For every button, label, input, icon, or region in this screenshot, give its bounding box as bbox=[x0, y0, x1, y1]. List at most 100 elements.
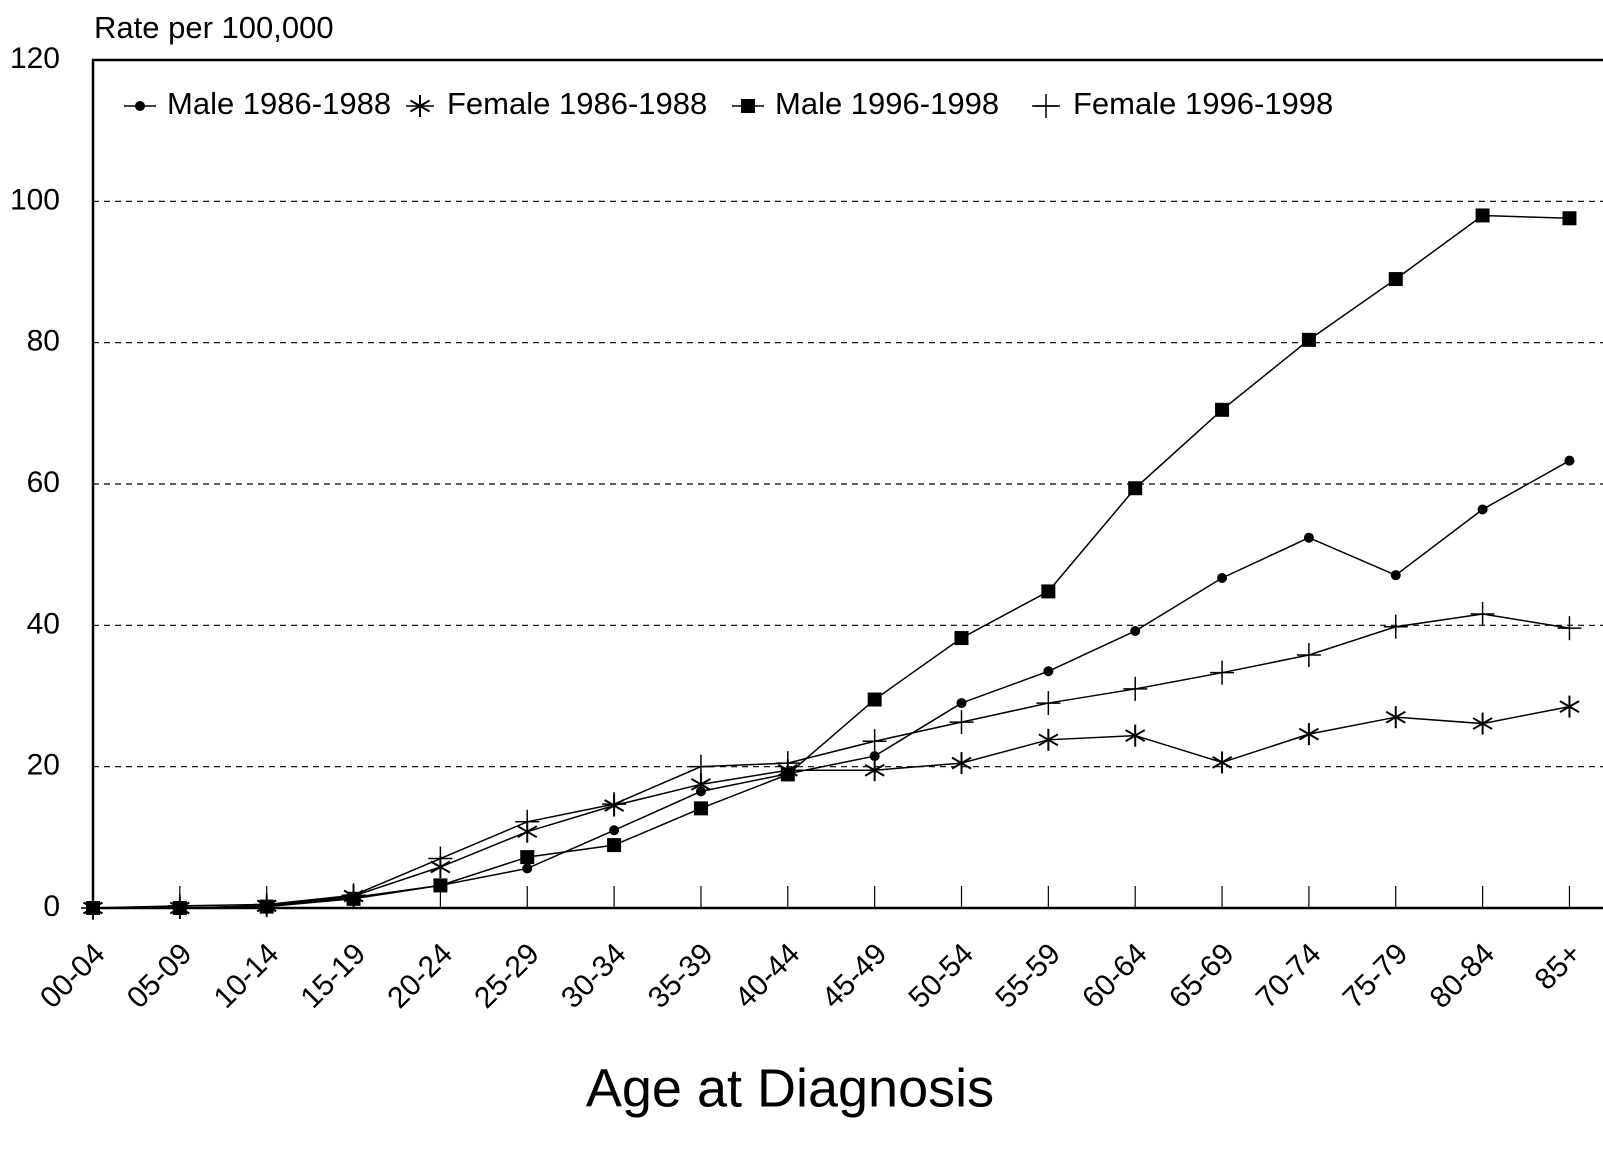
series-line bbox=[93, 460, 1570, 909]
marker-arm bbox=[864, 763, 885, 777]
marker bbox=[1390, 570, 1401, 581]
x-tick-label: 05-09 bbox=[121, 937, 199, 1015]
y-tick-label: 80 bbox=[27, 325, 60, 358]
series-line bbox=[93, 214, 1570, 909]
marker-dot bbox=[1564, 455, 1575, 466]
marker bbox=[81, 896, 105, 920]
marker bbox=[1383, 614, 1408, 639]
x-tick-label: 45-49 bbox=[816, 937, 894, 1015]
marker bbox=[688, 754, 713, 779]
marker-square bbox=[954, 631, 969, 646]
legend-label: Male 1996-1998 bbox=[775, 86, 999, 121]
y-tick-label: 120 bbox=[10, 42, 60, 75]
marker bbox=[607, 838, 622, 853]
marker bbox=[1210, 660, 1235, 685]
legend-label: Female 1996-1998 bbox=[1073, 86, 1333, 121]
marker-dot bbox=[956, 698, 967, 709]
marker-arm bbox=[690, 777, 711, 791]
marker bbox=[1477, 504, 1488, 515]
marker bbox=[1215, 402, 1230, 417]
marker bbox=[951, 752, 972, 775]
marker-dot bbox=[1303, 532, 1314, 543]
marker bbox=[867, 692, 882, 707]
marker bbox=[428, 846, 453, 871]
marker bbox=[520, 850, 535, 865]
marker-arm bbox=[409, 99, 431, 113]
marker bbox=[135, 101, 145, 111]
marker-square bbox=[741, 99, 755, 113]
marker-square bbox=[1301, 332, 1316, 347]
marker bbox=[775, 751, 800, 776]
marker-square bbox=[693, 801, 708, 816]
marker-dot bbox=[135, 101, 145, 111]
marker bbox=[1212, 751, 1233, 774]
x-tick-label: 10-14 bbox=[208, 937, 286, 1015]
marker bbox=[433, 878, 448, 893]
plot-frame bbox=[91, 58, 1603, 910]
marker-square bbox=[1475, 208, 1490, 223]
marker-arm bbox=[1298, 727, 1319, 741]
marker-arm bbox=[1038, 733, 1059, 747]
series-line bbox=[92, 613, 1570, 909]
marker bbox=[1559, 695, 1580, 718]
marker-arm bbox=[1125, 729, 1146, 742]
marker-dot bbox=[1477, 504, 1488, 515]
marker bbox=[1217, 572, 1228, 583]
y-tick-label: 20 bbox=[27, 749, 60, 782]
x-tick-label: 60-64 bbox=[1076, 937, 1154, 1015]
marker bbox=[1298, 723, 1319, 746]
marker-dot bbox=[522, 863, 533, 874]
marker-arm bbox=[1385, 710, 1406, 724]
marker bbox=[1385, 706, 1406, 729]
marker-square bbox=[1562, 211, 1577, 226]
marker bbox=[1301, 332, 1316, 347]
marker bbox=[1475, 208, 1490, 223]
x-tick-label: 50-54 bbox=[902, 937, 980, 1015]
x-tick-label: 70-74 bbox=[1250, 937, 1328, 1015]
marker-arm bbox=[1472, 717, 1493, 730]
marker bbox=[602, 792, 627, 817]
x-tick-label: 40-44 bbox=[729, 937, 807, 1015]
y-tick-label: 100 bbox=[10, 183, 60, 216]
marker-square bbox=[1388, 272, 1403, 287]
x-tick-label: 55-59 bbox=[989, 937, 1067, 1015]
marker bbox=[1038, 728, 1059, 751]
x-tick-label: 15-19 bbox=[295, 937, 373, 1015]
x-tick-label: 30-34 bbox=[555, 937, 633, 1015]
x-tick-label: 20-24 bbox=[381, 937, 459, 1015]
marker bbox=[409, 95, 431, 117]
marker bbox=[1130, 625, 1141, 636]
legend-label: Male 1986-1988 bbox=[167, 86, 391, 121]
marker bbox=[1128, 481, 1143, 496]
marker bbox=[341, 883, 366, 908]
marker-arm bbox=[1559, 700, 1580, 713]
marker bbox=[1041, 584, 1056, 599]
marker-square bbox=[1128, 481, 1143, 496]
marker bbox=[949, 710, 974, 735]
y-tick-label: 60 bbox=[27, 466, 60, 499]
marker-square bbox=[1041, 584, 1056, 599]
marker bbox=[1125, 724, 1146, 747]
marker bbox=[741, 99, 755, 113]
series-line bbox=[93, 705, 1570, 909]
marker bbox=[254, 892, 279, 917]
marker-square bbox=[520, 850, 535, 865]
x-tick-label: 00-04 bbox=[34, 937, 112, 1015]
marker-arm bbox=[1212, 756, 1233, 769]
marker bbox=[1296, 643, 1321, 668]
x-tick-label: 85+ bbox=[1529, 937, 1588, 996]
marker bbox=[1557, 616, 1582, 641]
marker-square bbox=[433, 878, 448, 893]
marker bbox=[869, 751, 880, 762]
marker-dot bbox=[1130, 625, 1141, 636]
marker bbox=[693, 801, 708, 816]
marker-dot bbox=[1043, 666, 1054, 677]
marker-square bbox=[607, 838, 622, 853]
marker bbox=[862, 729, 887, 754]
marker-square bbox=[867, 692, 882, 707]
marker bbox=[1470, 602, 1495, 627]
marker bbox=[515, 809, 540, 834]
marker bbox=[954, 631, 969, 646]
marker bbox=[167, 893, 192, 918]
